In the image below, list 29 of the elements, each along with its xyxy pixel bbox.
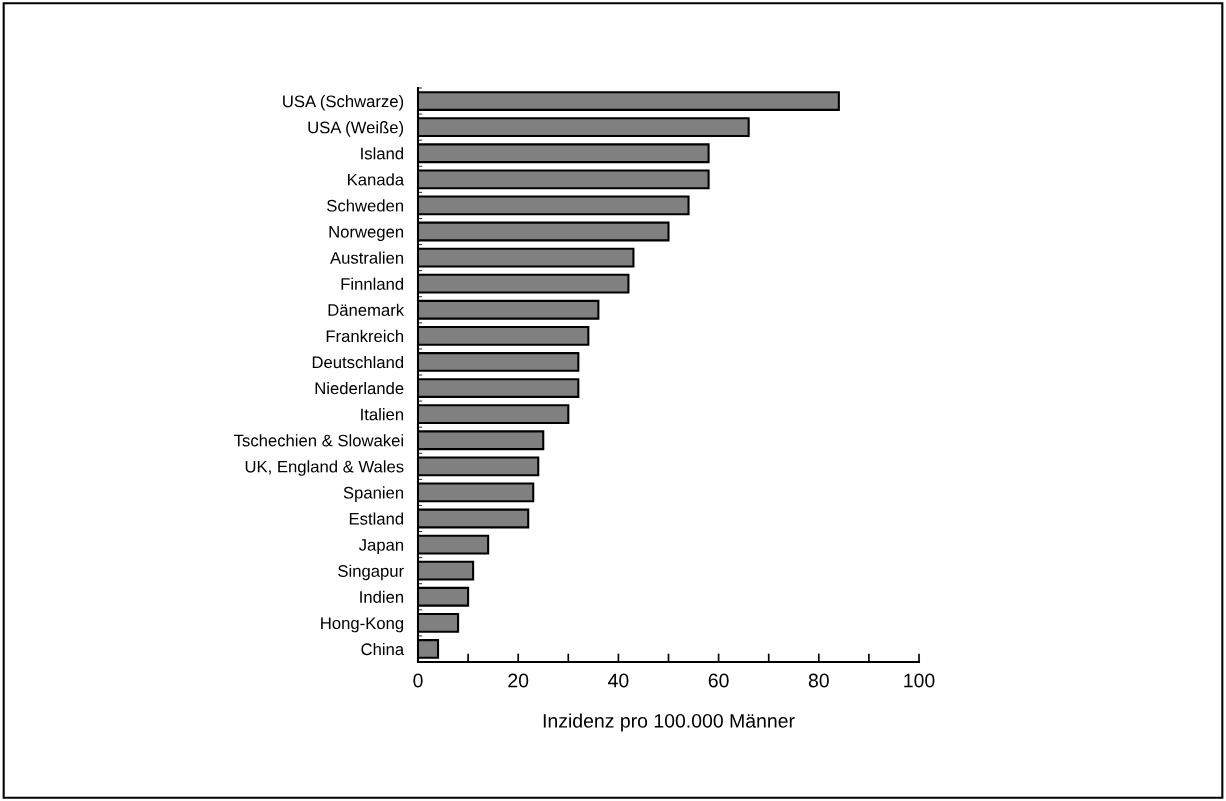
- y-tick-label: China: [361, 642, 405, 656]
- y-tick-label: Deutschland: [312, 355, 404, 369]
- y-tick-label: Norwegen: [329, 226, 404, 241]
- y-tick-label: UK, England & Wales: [245, 460, 404, 476]
- x-tick-label: 0: [413, 673, 423, 688]
- y-tick-label: Island: [361, 147, 404, 160]
- x-axis-title: Inzidenz pro 100.000 Männer: [543, 713, 795, 732]
- y-tick-label: Niederlande: [315, 382, 404, 395]
- y-tick-label: Tschechien & Slowakei: [234, 434, 403, 447]
- x-tick-label: 80: [808, 673, 829, 688]
- y-tick-label: Japan: [358, 539, 404, 555]
- y-tick-label: Estland: [349, 512, 404, 525]
- y-tick-label: Italien: [361, 408, 404, 421]
- y-tick-label: USA (Schwarze): [283, 95, 404, 111]
- y-tick-label: Spanien: [343, 486, 404, 502]
- y-tick-label: Frankreich: [326, 329, 404, 343]
- y-tick-label: Hong-Kong: [321, 617, 404, 633]
- x-tick-label: 60: [708, 673, 729, 688]
- y-tick-label: USA (Weiße): [308, 121, 404, 137]
- x-tick-label: 100: [904, 673, 935, 688]
- y-tick-label: Singapur: [338, 564, 404, 581]
- y-tick-label: Indien: [360, 590, 404, 603]
- y-tick-label: Schweden: [327, 199, 404, 212]
- y-tick-label: Australien: [330, 251, 404, 264]
- y-tick-label: Finnland: [341, 277, 404, 290]
- y-tick-label: Kanada: [348, 173, 405, 186]
- y-tick-label: Dänemark: [328, 303, 405, 316]
- x-tick-label: 20: [508, 673, 529, 688]
- x-tick-label: 40: [608, 673, 629, 688]
